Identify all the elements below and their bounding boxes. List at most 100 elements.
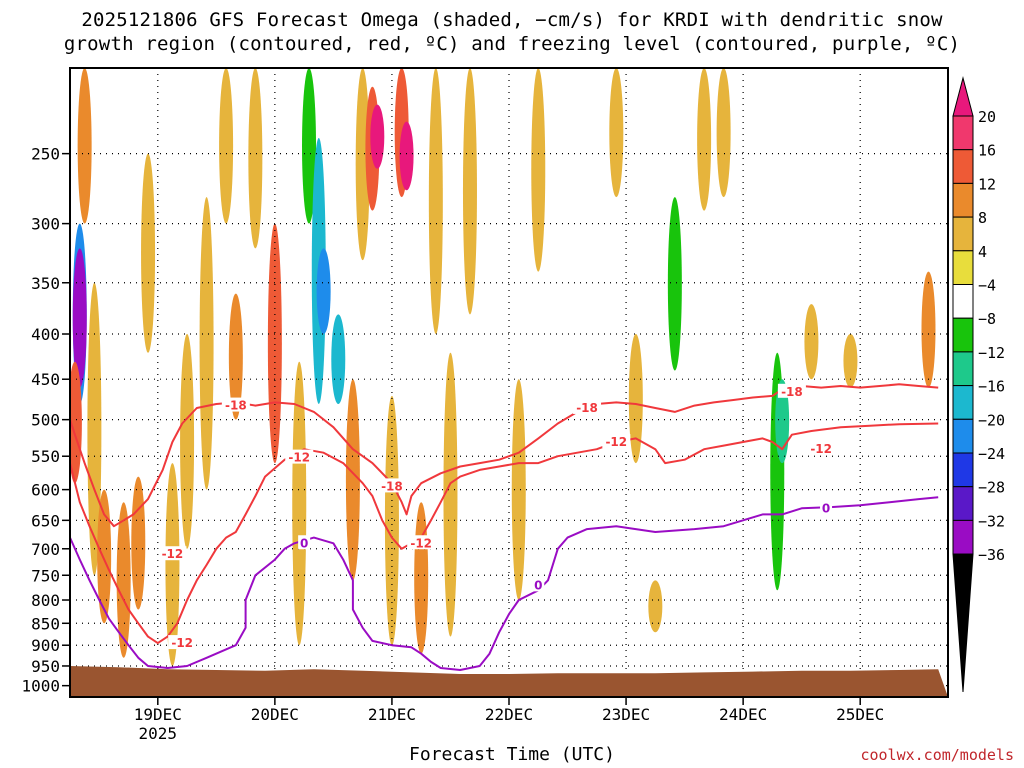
y-tick-label-p250: 250 — [31, 145, 60, 164]
y-tick-label-p500: 500 — [31, 411, 60, 430]
omega-patch-45 — [628, 334, 643, 464]
omega-patch-19 — [282, 68, 297, 272]
omega-patch-7 — [111, 68, 126, 169]
chart-title-line-1: 2025121806 GFS Forecast Omega (shaded, −… — [81, 9, 943, 31]
colorbar-label-1: 16 — [978, 142, 996, 160]
chart-title-line-2: growth region (contoured, red, ºC) and f… — [63, 33, 961, 55]
omega-patch-2 — [70, 361, 82, 484]
omega-patch-9 — [131, 476, 146, 610]
omega-shading — [70, 68, 936, 666]
omega-patch-43 — [589, 223, 604, 515]
contour-label-bg-1 — [285, 449, 314, 464]
y-tick-label-p550: 550 — [31, 447, 60, 466]
omega-patch-30 — [384, 395, 399, 646]
contour-0-2 — [70, 496, 939, 671]
y-tick-label-p300: 300 — [31, 215, 60, 234]
omega-patch-48 — [667, 197, 682, 371]
omega-patch-13 — [180, 334, 195, 549]
omega-patch-41 — [550, 68, 565, 420]
omega-patch-50 — [706, 361, 721, 464]
y-tick-label-p800: 800 — [31, 591, 60, 610]
colorbar-segment-2 — [952, 182, 974, 218]
contour-label-bg-5 — [168, 635, 197, 650]
y-tick-label-p750: 750 — [31, 566, 60, 585]
omega-patch-10 — [141, 153, 156, 353]
omega-patch-63 — [892, 370, 907, 450]
x-tick-label-6: 25DEC — [836, 705, 884, 724]
terrain-fill — [70, 666, 948, 697]
colorbar: 20 16 12 8 4 −4 −8 −12 −16 −20 −24 −28 −32 −36 — [952, 76, 1005, 693]
contour-label-bg-8 — [777, 383, 806, 398]
x-axis-label: Forecast Time (UTC) — [409, 744, 615, 765]
omega-patch-38 — [492, 463, 507, 646]
omega-patch-25 — [331, 314, 346, 404]
y-tick-label-p600: 600 — [31, 481, 60, 500]
contour-label-bg-12 — [820, 500, 833, 515]
omega-patch-36 — [462, 68, 477, 315]
omega-patch-12 — [165, 463, 180, 666]
contour-label-bg-0 — [221, 397, 250, 412]
omega-patch-27 — [355, 68, 370, 261]
omega-patch-18 — [267, 223, 282, 464]
contour-label-6: -18 — [576, 401, 598, 415]
colorbar-segment-0 — [952, 115, 974, 151]
omega-patch-57 — [794, 314, 809, 521]
omega-patch-62 — [872, 223, 887, 353]
colorbar-label-12: −32 — [978, 512, 1005, 530]
omega-patch-20 — [292, 361, 307, 646]
colorbar-segment-5 — [952, 284, 974, 319]
contour-label-bg-11 — [532, 577, 545, 592]
omega-patch-26 — [345, 379, 360, 581]
colorbar-segment-4 — [952, 250, 974, 286]
colorbar-segment-3 — [952, 216, 974, 252]
colorbar-label-8: −16 — [978, 378, 1005, 396]
omega-patch-39 — [511, 379, 526, 601]
omega-patch-42 — [570, 168, 585, 404]
colorbar-label-7: −12 — [978, 344, 1005, 362]
contour-label-3: -12 — [410, 536, 432, 550]
omega-patch-52 — [736, 379, 751, 435]
omega-patch-16 — [228, 293, 243, 420]
contour-label-0: -18 — [225, 399, 247, 413]
omega-patch-34 — [428, 68, 443, 335]
contour-label-7: -12 — [605, 435, 627, 449]
omega-patch-40 — [531, 68, 546, 272]
contour-label-4: -12 — [162, 547, 184, 561]
colorbar-label-6: −8 — [978, 310, 996, 328]
colorbar-top-arrow — [952, 76, 974, 117]
omega-patch-32 — [399, 121, 414, 191]
contour-label-10: 0 — [300, 536, 308, 550]
omega-patch-21 — [302, 68, 317, 224]
contour-label-bg-9 — [807, 441, 836, 456]
omega-patch-5 — [97, 489, 112, 624]
colorbar-segment-1 — [952, 149, 974, 184]
omega-patch-37 — [482, 153, 497, 353]
omega-patch-56 — [775, 379, 790, 464]
colorbar-segment-12 — [952, 519, 974, 555]
contour-labels: -18 -12 -18 -12 -12 -12 -18 -12 -18 -12 0 0 0 — [158, 383, 836, 650]
contour-label-bg-7 — [602, 434, 631, 449]
y-tick-label-p1000: 1000 — [21, 677, 60, 696]
colorbar-segment-7 — [952, 351, 974, 387]
colorbar-segment-8 — [952, 385, 974, 420]
omega-patch-60 — [819, 68, 834, 198]
contours — [70, 383, 939, 671]
terrain-surface — [70, 666, 948, 697]
omega-patch-23 — [316, 248, 331, 335]
omega-patch-11 — [155, 68, 170, 211]
omega-patch-4 — [87, 282, 102, 576]
contour-label-9: -12 — [810, 442, 832, 456]
contour-label-8: -18 — [781, 385, 803, 399]
y-tick-label-p400: 400 — [31, 325, 60, 344]
colorbar-segment-10 — [952, 452, 974, 488]
omega-patch-53 — [755, 68, 770, 169]
y-tick-label-p950: 950 — [31, 657, 60, 676]
omega-patch-46 — [648, 580, 663, 633]
x-tick-label-1: 20DEC — [251, 705, 299, 724]
omega-patch-35 — [443, 352, 458, 637]
contour-label-11: 0 — [534, 578, 542, 592]
contour-label-bg-10 — [298, 535, 311, 550]
colorbar-segment-6 — [952, 317, 974, 353]
